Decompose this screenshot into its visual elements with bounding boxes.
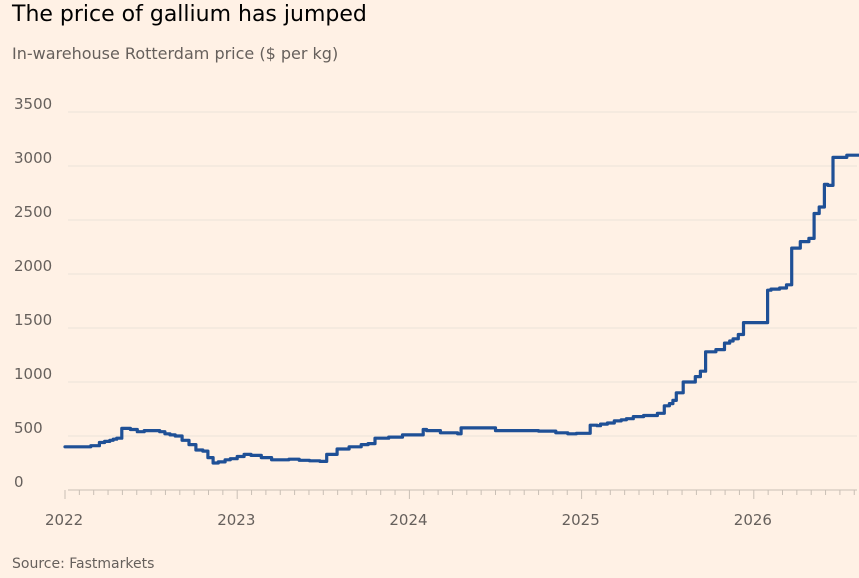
y-tick-label: 2000 <box>14 257 52 275</box>
y-tick-label: 3500 <box>14 95 52 113</box>
x-axis-ticks: 2022 2023 2024 2025 2026 <box>45 489 857 529</box>
x-tick-label: 2023 <box>217 511 255 529</box>
x-tick-label: 2024 <box>389 511 427 529</box>
y-tick-label: 500 <box>14 419 43 437</box>
chart-title: The price of gallium has jumped <box>12 2 367 27</box>
source-note: Source: Fastmarkets <box>12 556 155 572</box>
series-layer <box>63 153 859 465</box>
price-series-line <box>63 153 859 465</box>
y-tick-label: 3000 <box>14 149 52 167</box>
x-tick-label: 2022 <box>45 511 83 529</box>
y-tick-label: 1000 <box>14 365 52 383</box>
x-tick-label: 2025 <box>562 511 600 529</box>
x-tick-label: 2026 <box>734 511 772 529</box>
chart-subtitle: In-warehouse Rotterdam price ($ per kg) <box>12 44 339 63</box>
y-tick-label: 2500 <box>14 203 52 221</box>
y-tick-label: 0 <box>14 473 24 491</box>
grid-lines <box>68 111 857 437</box>
y-tick-label: 1500 <box>14 311 52 329</box>
y-axis-ticks: 0 500 1000 1500 2000 2500 3000 3500 <box>14 95 52 491</box>
